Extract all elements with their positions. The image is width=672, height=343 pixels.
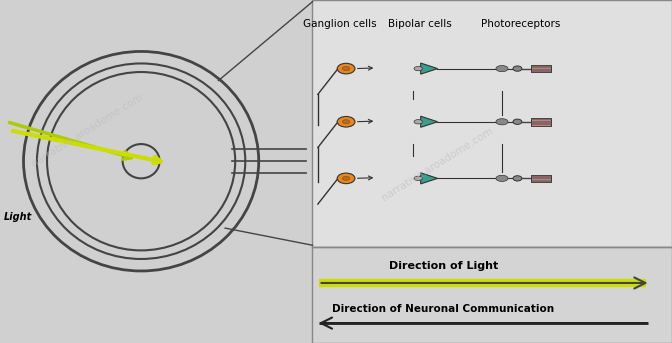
Text: narrative.aroadome.com: narrative.aroadome.com [379,126,495,203]
Ellipse shape [337,63,355,74]
Circle shape [496,66,508,72]
Text: Ganglion cells: Ganglion cells [302,19,376,29]
Ellipse shape [342,120,349,124]
FancyBboxPatch shape [0,0,312,343]
Polygon shape [421,173,437,184]
Text: narrative.aroadome.com: narrative.aroadome.com [30,92,145,169]
Ellipse shape [342,67,349,71]
Ellipse shape [513,119,522,125]
Ellipse shape [513,66,522,71]
Circle shape [496,175,508,181]
Ellipse shape [337,173,355,184]
Text: Direction of Neuronal Communication: Direction of Neuronal Communication [333,304,554,314]
Ellipse shape [337,117,355,127]
Circle shape [496,119,508,125]
Bar [531,118,551,126]
Circle shape [414,120,423,124]
Text: Bipolar cells: Bipolar cells [388,19,452,29]
Bar [531,175,551,182]
Text: Light: Light [3,212,32,222]
Ellipse shape [342,176,349,180]
FancyBboxPatch shape [312,0,672,247]
Polygon shape [421,63,437,74]
Circle shape [414,67,423,71]
Polygon shape [421,116,437,127]
Text: Photoreceptors: Photoreceptors [481,19,560,29]
Bar [531,65,551,72]
Circle shape [414,176,423,180]
FancyBboxPatch shape [312,247,672,343]
Ellipse shape [513,176,522,181]
Text: Direction of Light: Direction of Light [389,261,498,271]
